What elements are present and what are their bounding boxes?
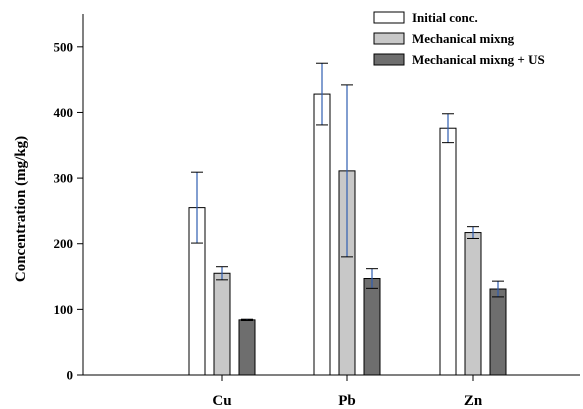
legend: Initial conc. Mechanical mixng Mechanical … xyxy=(373,10,545,67)
x-tick-label: Pb xyxy=(338,393,356,409)
bar xyxy=(439,127,457,376)
bar xyxy=(363,278,381,376)
legend-label: Mechanical mixng xyxy=(412,31,515,46)
bar xyxy=(464,232,482,376)
y-axis-title: Concentration (mg/kg) xyxy=(13,136,29,282)
y-tick-label: 400 xyxy=(54,105,74,120)
y-tick-label: 200 xyxy=(54,236,74,251)
bar xyxy=(238,319,256,376)
error-bars xyxy=(191,62,504,322)
legend-label: Initial conc. xyxy=(412,10,478,25)
bar xyxy=(489,288,507,376)
legend-swatch xyxy=(373,53,405,66)
legend-label: Mechanical mixng + US xyxy=(412,52,545,67)
x-tick-label: Cu xyxy=(212,393,231,409)
y-tick-label: 0 xyxy=(67,368,74,383)
y-tick-label: 300 xyxy=(54,171,74,186)
axis-labels: 0 100 200 300 400 500 Cu Pb Zn xyxy=(54,39,483,409)
y-tick-label: 500 xyxy=(54,39,74,54)
legend-swatch xyxy=(373,32,405,45)
bar xyxy=(313,93,331,376)
legend-swatch xyxy=(373,11,405,24)
bars xyxy=(188,93,507,376)
y-tick-label: 100 xyxy=(54,302,74,317)
bar xyxy=(213,272,231,376)
x-tick-label: Zn xyxy=(464,393,483,409)
